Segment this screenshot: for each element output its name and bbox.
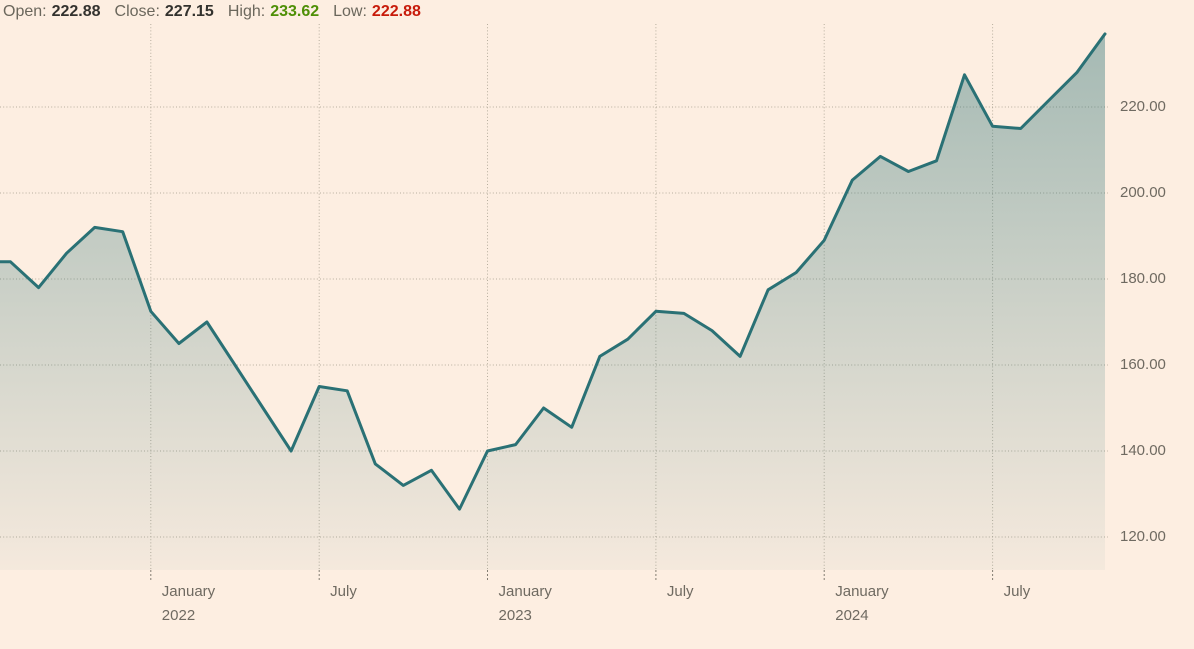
area-fill bbox=[0, 33, 1105, 570]
ohlc-high: High: 233.62 bbox=[228, 3, 319, 21]
ohlc-header: Open: 222.88 Close: 227.15 High: 233.62 … bbox=[3, 3, 421, 21]
high-label: High: bbox=[227, 3, 266, 20]
ohlc-open: Open: 222.88 bbox=[3, 3, 101, 21]
ohlc-low: Low: 222.88 bbox=[333, 3, 421, 21]
close-value: 227.15 bbox=[164, 3, 214, 20]
x-axis-label-month: July bbox=[1003, 583, 1031, 600]
price-line bbox=[0, 32, 1107, 511]
low-value: 222.88 bbox=[371, 3, 421, 20]
close-label: Close: bbox=[114, 3, 160, 20]
open-value: 222.88 bbox=[51, 3, 101, 20]
y-axis-label: 120.00 bbox=[1120, 528, 1166, 545]
open-label: Open: bbox=[3, 3, 47, 20]
ohlc-close: Close: 227.15 bbox=[115, 3, 214, 21]
x-axis-label-year: 2024 bbox=[835, 607, 869, 624]
y-axis-label: 140.00 bbox=[1120, 442, 1166, 459]
y-axis-label: 160.00 bbox=[1120, 356, 1166, 373]
high-value: 233.62 bbox=[270, 3, 320, 20]
y-axis-label: 200.00 bbox=[1120, 184, 1166, 201]
y-axis-label: 180.00 bbox=[1120, 270, 1166, 287]
low-label: Low: bbox=[333, 3, 367, 20]
y-axis-label: 220.00 bbox=[1120, 98, 1166, 115]
x-axis-label-month: July bbox=[330, 583, 357, 600]
x-axis-label-month: January bbox=[161, 583, 216, 600]
x-axis-label-month: January bbox=[498, 583, 552, 600]
x-axis-label-month: July bbox=[666, 583, 694, 600]
x-axis-label-year: 2023 bbox=[498, 607, 532, 624]
x-axis-label-year: 2022 bbox=[161, 607, 196, 624]
x-axis-label-month: January bbox=[835, 583, 889, 600]
